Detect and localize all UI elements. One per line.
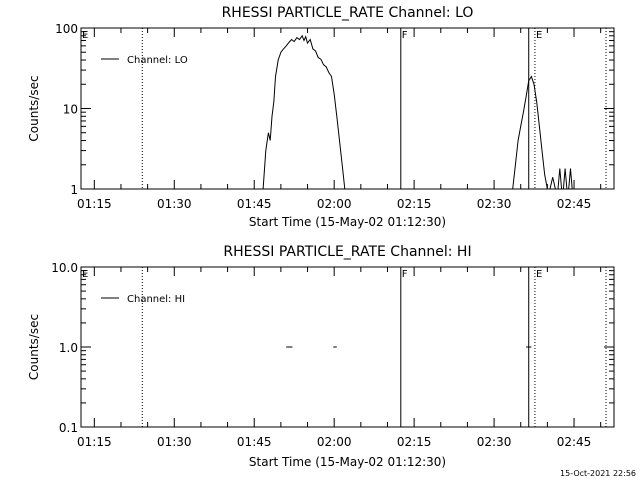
chart1-plot-frame	[80, 27, 615, 190]
chart1-series-line-segment	[262, 34, 346, 190]
chart1-x-tick-label: 02:30	[477, 197, 512, 211]
chart2-x-tick-label: 02:30	[477, 435, 512, 449]
chart1-y-axis-label: Counts/sec	[27, 75, 41, 141]
chart2-marker-label: F	[402, 269, 408, 280]
chart1-marker-label: E	[82, 30, 88, 41]
chart2-plot-frame	[80, 266, 615, 428]
chart1-x-tick-label: 01:30	[157, 197, 192, 211]
chart2-legend-label: Channel: HI	[127, 294, 185, 305]
chart1-series-line-segment	[557, 168, 563, 190]
chart2-x-tick-label: 01:30	[157, 435, 192, 449]
chart2-x-axis-label: Start Time (15-May-02 01:12:30)	[249, 455, 446, 469]
chart2-y-tick-label: 10.0	[51, 261, 78, 275]
chart1-legend-label: Channel: LO	[127, 55, 188, 66]
chart2-x-tick-label: 02:00	[317, 435, 352, 449]
chart1-y-tick-label: 10	[63, 103, 78, 117]
chart1-x-tick-label: 01:45	[237, 197, 272, 211]
chart1-x-tick-label: 02:45	[557, 197, 592, 211]
chart1-x-axis-label: Start Time (15-May-02 01:12:30)	[249, 215, 446, 229]
chart2-x-tick-label: 02:15	[397, 435, 432, 449]
chart2-marker-label: E	[536, 269, 542, 280]
chart2-x-tick-label: 02:45	[557, 435, 592, 449]
chart2-y-tick-label: 1.0	[59, 341, 78, 355]
chart1-y-tick-label: 1	[70, 183, 78, 197]
chart1-series-line-segment	[568, 168, 573, 190]
chart1-marker-label: F	[402, 30, 408, 41]
chart2-marker-label: E	[82, 269, 88, 280]
chart1-series-line-segment	[562, 168, 568, 190]
chart1-series-line-segment	[549, 177, 556, 190]
chart1-x-tick-label: 01:15	[77, 197, 112, 211]
chart1-title: RHESSI PARTICLE_RATE Channel: LO	[222, 5, 474, 21]
chart1-x-tick-label: 02:00	[317, 197, 352, 211]
chart1-series-line-segment	[512, 75, 548, 190]
chart2-x-tick-label: 01:15	[77, 435, 112, 449]
chart2-x-tick-label: 01:45	[237, 435, 272, 449]
footer-timestamp: 15-Oct-2021 22:56	[560, 469, 636, 478]
chart2-title: RHESSI PARTICLE_RATE Channel: HI	[223, 244, 471, 260]
chart1-x-tick-label: 02:15	[397, 197, 432, 211]
chart2-y-tick-label: 0.1	[59, 421, 78, 435]
chart1-y-tick-label: 100	[55, 22, 78, 36]
chart2-y-axis-label: Counts/sec	[27, 314, 41, 380]
chart1-marker-label: E	[536, 30, 542, 41]
